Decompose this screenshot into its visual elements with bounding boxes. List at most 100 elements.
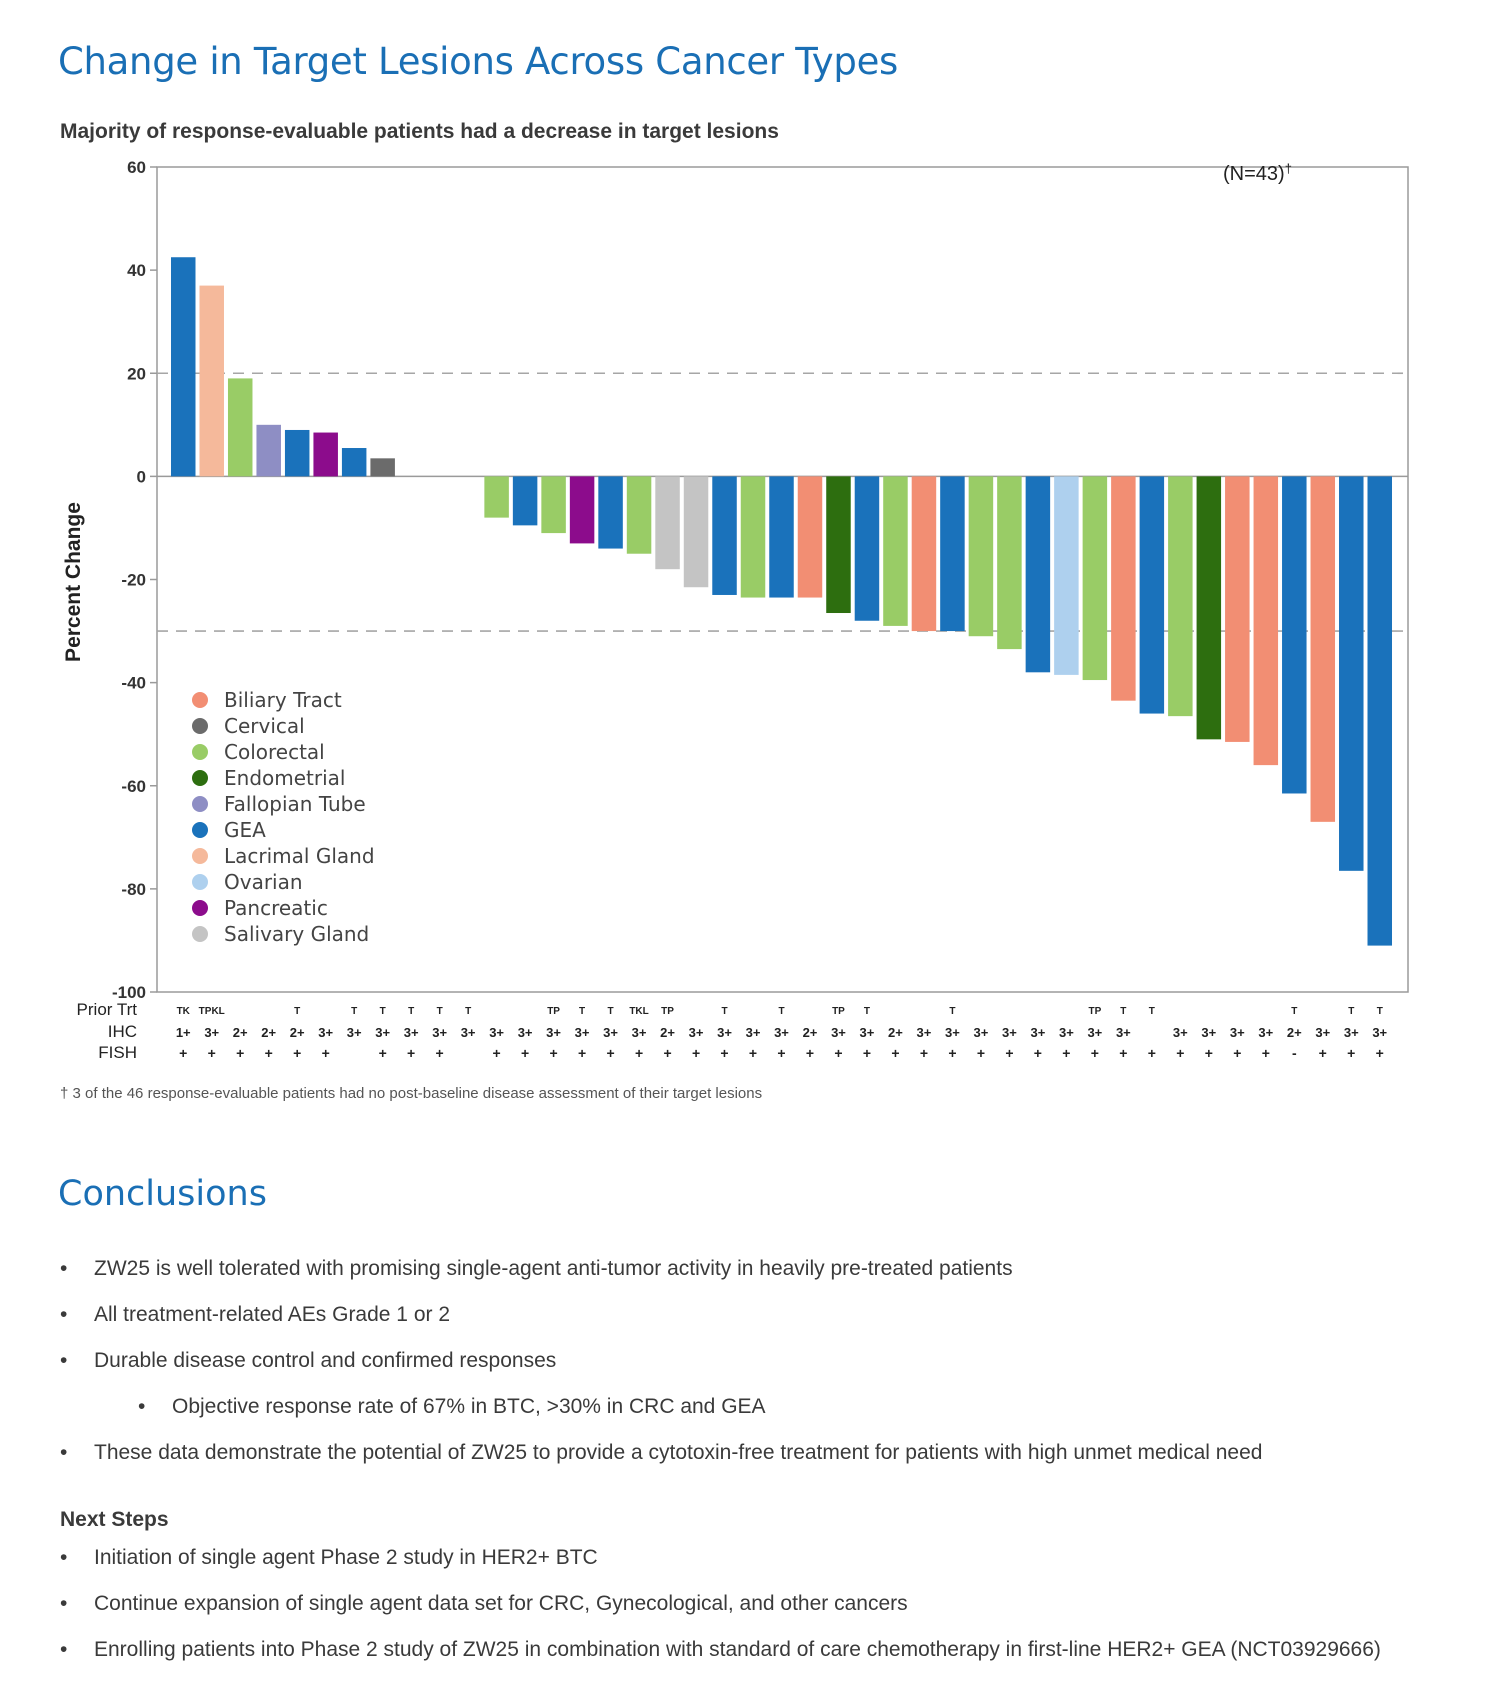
- y-tick-label: 60: [127, 158, 146, 177]
- ihc-label: 2+: [233, 1025, 248, 1040]
- fish-label: +: [1233, 1045, 1241, 1061]
- ihc-label: 3+: [603, 1025, 618, 1040]
- bar: [1310, 476, 1336, 822]
- fish-label: +: [208, 1045, 216, 1061]
- bar: [1082, 476, 1108, 681]
- ihc-label: 3+: [575, 1025, 590, 1040]
- y-tick-label: -60: [121, 777, 146, 796]
- fish-label: +: [720, 1045, 728, 1061]
- legend-label: Biliary Tract: [224, 688, 342, 712]
- fish-label: +: [834, 1045, 842, 1061]
- y-axis-title: Percent Change: [62, 502, 85, 662]
- bar: [1054, 476, 1079, 675]
- bar: [256, 424, 281, 477]
- ihc-label: 3+: [404, 1025, 419, 1040]
- prior-trt-label: TP: [661, 1006, 674, 1017]
- prior-trt-label: TKL: [629, 1006, 648, 1017]
- prior-trt-label: T: [351, 1006, 357, 1017]
- bar: [997, 476, 1022, 650]
- bar: [512, 476, 538, 526]
- prior-trt-label: T: [608, 1006, 614, 1017]
- prior-trt-label: T: [437, 1006, 443, 1017]
- fish-label: +: [749, 1045, 757, 1061]
- next-steps-heading: Next Steps: [60, 1508, 169, 1531]
- legend-swatch: [192, 926, 208, 942]
- next-step-item: Continue expansion of single agent data …: [60, 1591, 1480, 1617]
- conclusion-item: ZW25 is well tolerated with promising si…: [60, 1256, 1480, 1282]
- bar: [313, 432, 338, 477]
- prior-trt-label: T: [778, 1006, 784, 1017]
- fish-label: +: [948, 1045, 956, 1061]
- bar: [769, 476, 794, 598]
- bar: [541, 476, 566, 534]
- legend-label: Endometrial: [224, 766, 345, 790]
- bar: [341, 448, 367, 477]
- ihc-label: 2+: [290, 1025, 305, 1040]
- ihc-label: 1+: [176, 1025, 191, 1040]
- legend-swatch: [192, 796, 208, 812]
- ihc-label: 3+: [632, 1025, 647, 1040]
- row-label: IHC: [108, 1022, 137, 1041]
- bar: [1196, 476, 1222, 740]
- bar: [370, 458, 395, 477]
- bar: [1339, 476, 1364, 871]
- prior-trt-label: TP: [832, 1006, 845, 1017]
- row-label: FISH: [98, 1043, 137, 1062]
- bar: [911, 476, 937, 632]
- bar: [170, 257, 196, 477]
- conclusion-item: All treatment-related AEs Grade 1 or 2: [60, 1302, 1480, 1328]
- ihc-label: 3+: [489, 1025, 504, 1040]
- bar: [1139, 476, 1165, 714]
- ihc-label: 3+: [546, 1025, 561, 1040]
- conclusion-item: Durable disease control and confirmed re…: [60, 1348, 1480, 1374]
- bar: [968, 476, 994, 637]
- ihc-label: 3+: [1173, 1025, 1188, 1040]
- prior-trt-label: T: [408, 1006, 414, 1017]
- legend: Biliary TractCervicalColorectalEndometri…: [192, 688, 375, 946]
- conclusion-item: These data demonstrate the potential of …: [60, 1440, 1480, 1466]
- y-tick-label: -40: [121, 674, 146, 693]
- ihc-label: 3+: [1002, 1025, 1017, 1040]
- legend-label: Lacrimal Gland: [224, 844, 375, 868]
- ihc-label: 2+: [803, 1025, 818, 1040]
- prior-trt-label: T: [380, 1006, 386, 1017]
- next-step-item: Enrolling patients into Phase 2 study of…: [60, 1637, 1480, 1663]
- conclusions-heading: Conclusions: [58, 1174, 267, 1214]
- ihc-label: 3+: [432, 1025, 447, 1040]
- conclusion-item: Objective response rate of 67% in BTC, >…: [60, 1394, 1480, 1420]
- prior-trt-label: T: [864, 1006, 870, 1017]
- legend-swatch: [192, 822, 208, 838]
- legend-swatch: [192, 874, 208, 890]
- ihc-label: 3+: [945, 1025, 960, 1040]
- fish-label: +: [1376, 1045, 1384, 1061]
- bar: [1025, 476, 1051, 673]
- row-label: Prior Trt: [77, 1000, 138, 1019]
- prior-trt-label: TK: [177, 1006, 191, 1017]
- ihc-label: 3+: [375, 1025, 390, 1040]
- fish-label: +: [920, 1045, 928, 1061]
- fish-label: +: [293, 1045, 301, 1061]
- ihc-label: 3+: [917, 1025, 932, 1040]
- ihc-label: 3+: [318, 1025, 333, 1040]
- ihc-label: 2+: [1287, 1025, 1302, 1040]
- fish-label: +: [265, 1045, 273, 1061]
- fish-label: +: [777, 1045, 785, 1061]
- ihc-label: 3+: [1087, 1025, 1102, 1040]
- bar: [598, 476, 623, 549]
- fish-label: +: [863, 1045, 871, 1061]
- y-tick-label: 0: [137, 467, 146, 486]
- ihc-label: 3+: [204, 1025, 219, 1040]
- ihc-label: 3+: [1059, 1025, 1074, 1040]
- prior-trt-label: T: [1120, 1006, 1126, 1017]
- bar: [655, 476, 680, 570]
- fish-label: +: [1005, 1045, 1013, 1061]
- prior-trt-label: T: [721, 1006, 727, 1017]
- fish-label: +: [1148, 1045, 1156, 1061]
- y-tick-label: -20: [121, 571, 146, 590]
- fish-label: +: [549, 1045, 557, 1061]
- bar: [940, 476, 965, 632]
- legend-label: Ovarian: [224, 870, 303, 894]
- ihc-label: 3+: [461, 1025, 476, 1040]
- bar: [569, 476, 595, 544]
- conclusions-list: ZW25 is well tolerated with promising si…: [60, 1256, 1480, 1486]
